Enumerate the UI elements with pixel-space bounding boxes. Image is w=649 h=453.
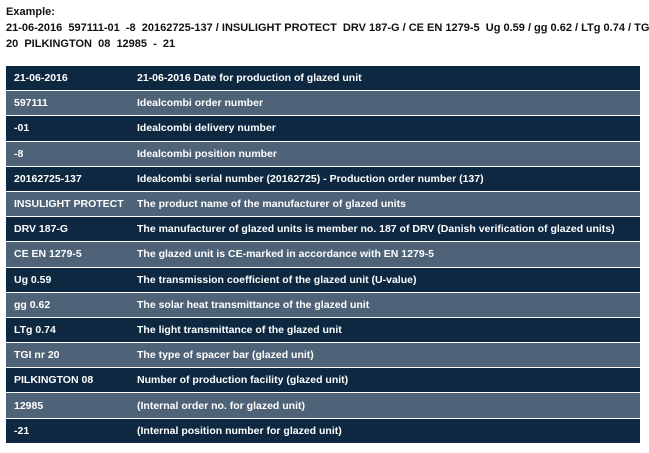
table-row: -8 Idealcombi position number [6, 141, 640, 167]
description-cell: Idealcombi delivery number [137, 122, 276, 135]
table-row: LTg 0.74 The light transmittance of the g… [6, 317, 640, 344]
description-cell: The solar heat transmittance of the glaz… [137, 298, 370, 311]
code-cell: -01 [14, 122, 30, 135]
code-cell: -8 [14, 147, 24, 160]
code-cell: 21-06-2016 [14, 72, 68, 85]
description-cell: The manufacturer of glazed units is memb… [137, 223, 615, 236]
table-row: CE EN 1279-5 The glazed unit is CE-marked… [6, 242, 640, 268]
description-cell: The transmission coefficient of the glaz… [137, 273, 417, 286]
code-cell: Ug 0.59 [14, 273, 52, 286]
code-cell: DRV 187-G [14, 223, 69, 236]
code-cell: 20162725-137 [14, 172, 82, 185]
description-cell: Number of production facility (glazed un… [137, 374, 349, 387]
table-row: PILKINGTON 08 Number of production facili… [6, 368, 640, 394]
table-row: Ug 0.59 The transmission coefficient of t… [6, 267, 640, 293]
description-cell: The type of spacer bar (glazed unit) [137, 349, 314, 362]
description-cell: (Internal order no. for glazed unit) [137, 399, 305, 412]
table-row: INSULIGHT PROTECT The product name of the… [6, 191, 640, 218]
code-cell: 597111 [14, 97, 48, 110]
table-row: TGI nr 20 The type of spacer bar (glazed … [6, 343, 640, 369]
table-row: gg 0.62 The solar heat transmittance of t… [6, 292, 640, 318]
table-row: 12985 (Internal order no. for glazed unit… [6, 393, 640, 419]
table-row: -21 (Internal position number for glazed … [6, 418, 640, 444]
code-cell: LTg 0.74 [14, 323, 56, 336]
example-code-line-2: 20 PILKINGTON 08 12985 - 21 [6, 38, 176, 50]
code-cell: -21 [14, 424, 30, 437]
description-cell: The light transmittance of the glazed un… [137, 323, 342, 336]
code-cell: CE EN 1279-5 [14, 248, 82, 261]
description-cell: The glazed unit is CE-marked in accordan… [137, 248, 435, 261]
description-cell: Idealcombi order number [137, 97, 264, 110]
table-row: 597111 Idealcombi order number [6, 91, 640, 117]
description-cell: (Internal position number for glazed uni… [137, 424, 342, 437]
table-row: -01 Idealcombi delivery number [6, 116, 640, 142]
description-cell: The product name of the manufacturer of … [137, 198, 406, 211]
description-cell: Idealcombi serial number (20162725) - Pr… [137, 172, 484, 185]
code-cell: PILKINGTON 08 [14, 374, 94, 387]
table-row: DRV 187-G The manufacturer of glazed unit… [6, 217, 640, 243]
description-cell: 21-06-2016 Date for production of glazed… [137, 72, 362, 85]
code-cell: 12985 [14, 399, 44, 412]
code-cell: gg 0.62 [14, 298, 51, 311]
code-cell: INSULIGHT PROTECT [14, 198, 124, 211]
table-row: 20162725-137 Idealcombi serial number (20… [6, 166, 640, 192]
code-explanation-table: 21-06-2016 21-06-2016 Date for production… [6, 65, 640, 444]
example-heading: Example: [6, 6, 55, 18]
example-intro: Example: 21-06-2016 597111-01 -8 2016272… [6, 4, 649, 52]
description-cell: Idealcombi position number [137, 147, 278, 160]
code-cell: TGI nr 20 [14, 349, 60, 362]
table-row: 21-06-2016 21-06-2016 Date for production… [6, 66, 640, 92]
example-code-line-1: 21-06-2016 597111-01 -8 20162725-137 / I… [6, 22, 649, 34]
